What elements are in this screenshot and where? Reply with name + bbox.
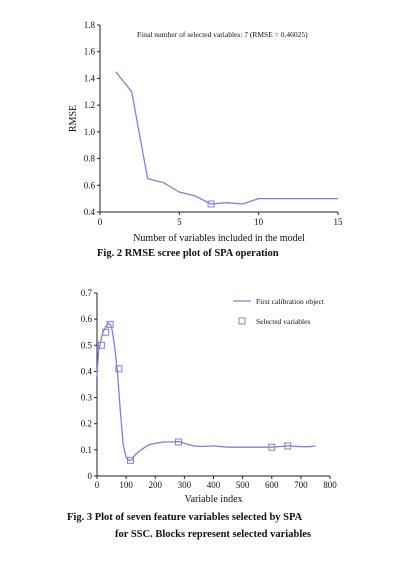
y-tick-label: 1.6 (84, 47, 96, 57)
y-tick-label: 0.4 (84, 207, 96, 217)
selected-variable-marker (175, 438, 183, 446)
rmse-scree-chart: 0.4 0.6 0.8 1.0 1.2 1.4 1.6 1.8 0 5 10 15 Final numb… (68, 20, 343, 244)
x-tick-label: 15 (334, 217, 344, 227)
legend-square-swatch (238, 317, 246, 325)
y-axis-label: RMSE (68, 105, 79, 132)
x-tick-label: 600 (265, 480, 279, 490)
selected-variable-marker (268, 443, 276, 451)
x-axis-label: Variable index (184, 494, 242, 505)
calibration-line (96, 322, 316, 461)
x-tick-label: 0 (98, 217, 103, 227)
x-tick-label: 400 (207, 480, 221, 490)
x-tick-label: 10 (254, 217, 264, 227)
y-tick-label: 1.4 (84, 73, 96, 83)
legend-label-selected: Selected variables (256, 317, 310, 326)
selected-variable-marker (126, 456, 134, 464)
y-tick-label: 0.6 (84, 180, 96, 190)
x-tick-label: 0 (95, 480, 100, 490)
y-tick-label: 0.2 (81, 419, 92, 429)
x-tick-label: 200 (149, 480, 163, 490)
x-tick-label: 700 (294, 480, 308, 490)
y-tick-label: 1.0 (84, 127, 96, 137)
y-tick-label: 0.1 (81, 445, 92, 455)
selected-point-marker (207, 200, 215, 208)
x-tick-label: 500 (236, 480, 250, 490)
y-tick-label: 0.6 (81, 314, 93, 324)
x-tick-label: 800 (323, 480, 337, 490)
selected-variables-chart: 0 0.1 0.2 0.3 0.4 0.5 0.6 0.7 0 100 200 300 400 500 60… (81, 288, 338, 505)
x-tick-label: 5 (177, 217, 182, 227)
fig3-caption-line2: for SSC. Blocks represent selected varia… (115, 529, 311, 540)
final-selection-annotation: Final number of selected variables: 7 (R… (137, 30, 308, 39)
y-tick-label: 0.3 (81, 393, 93, 403)
selected-variable-marker (106, 320, 114, 328)
x-tick-label: 300 (178, 480, 192, 490)
rmse-line (115, 71, 338, 205)
y-tick-label: 0.5 (81, 340, 93, 350)
y-tick-label: 0 (88, 471, 93, 481)
y-tick-label: 0.4 (81, 366, 93, 376)
selected-variable-marker (97, 341, 105, 349)
legend-label-calibration: First calibration object (256, 297, 325, 306)
y-tick-label: 0.8 (84, 154, 96, 164)
y-tick-label: 0.7 (81, 288, 93, 298)
y-tick-label: 1.8 (84, 20, 96, 30)
x-axis-label: Number of variables included in the mode… (133, 233, 305, 244)
x-tick-label: 100 (119, 480, 133, 490)
fig2-caption: Fig. 2 RMSE scree plot of SPA operation (97, 248, 279, 259)
selected-variable-marker (284, 442, 292, 450)
fig3-caption-line1: Fig. 3 Plot of seven feature variables s… (67, 512, 303, 523)
selected-variable-marker (102, 328, 110, 336)
y-tick-label: 1.2 (84, 100, 95, 110)
selected-variable-marker (115, 365, 123, 373)
